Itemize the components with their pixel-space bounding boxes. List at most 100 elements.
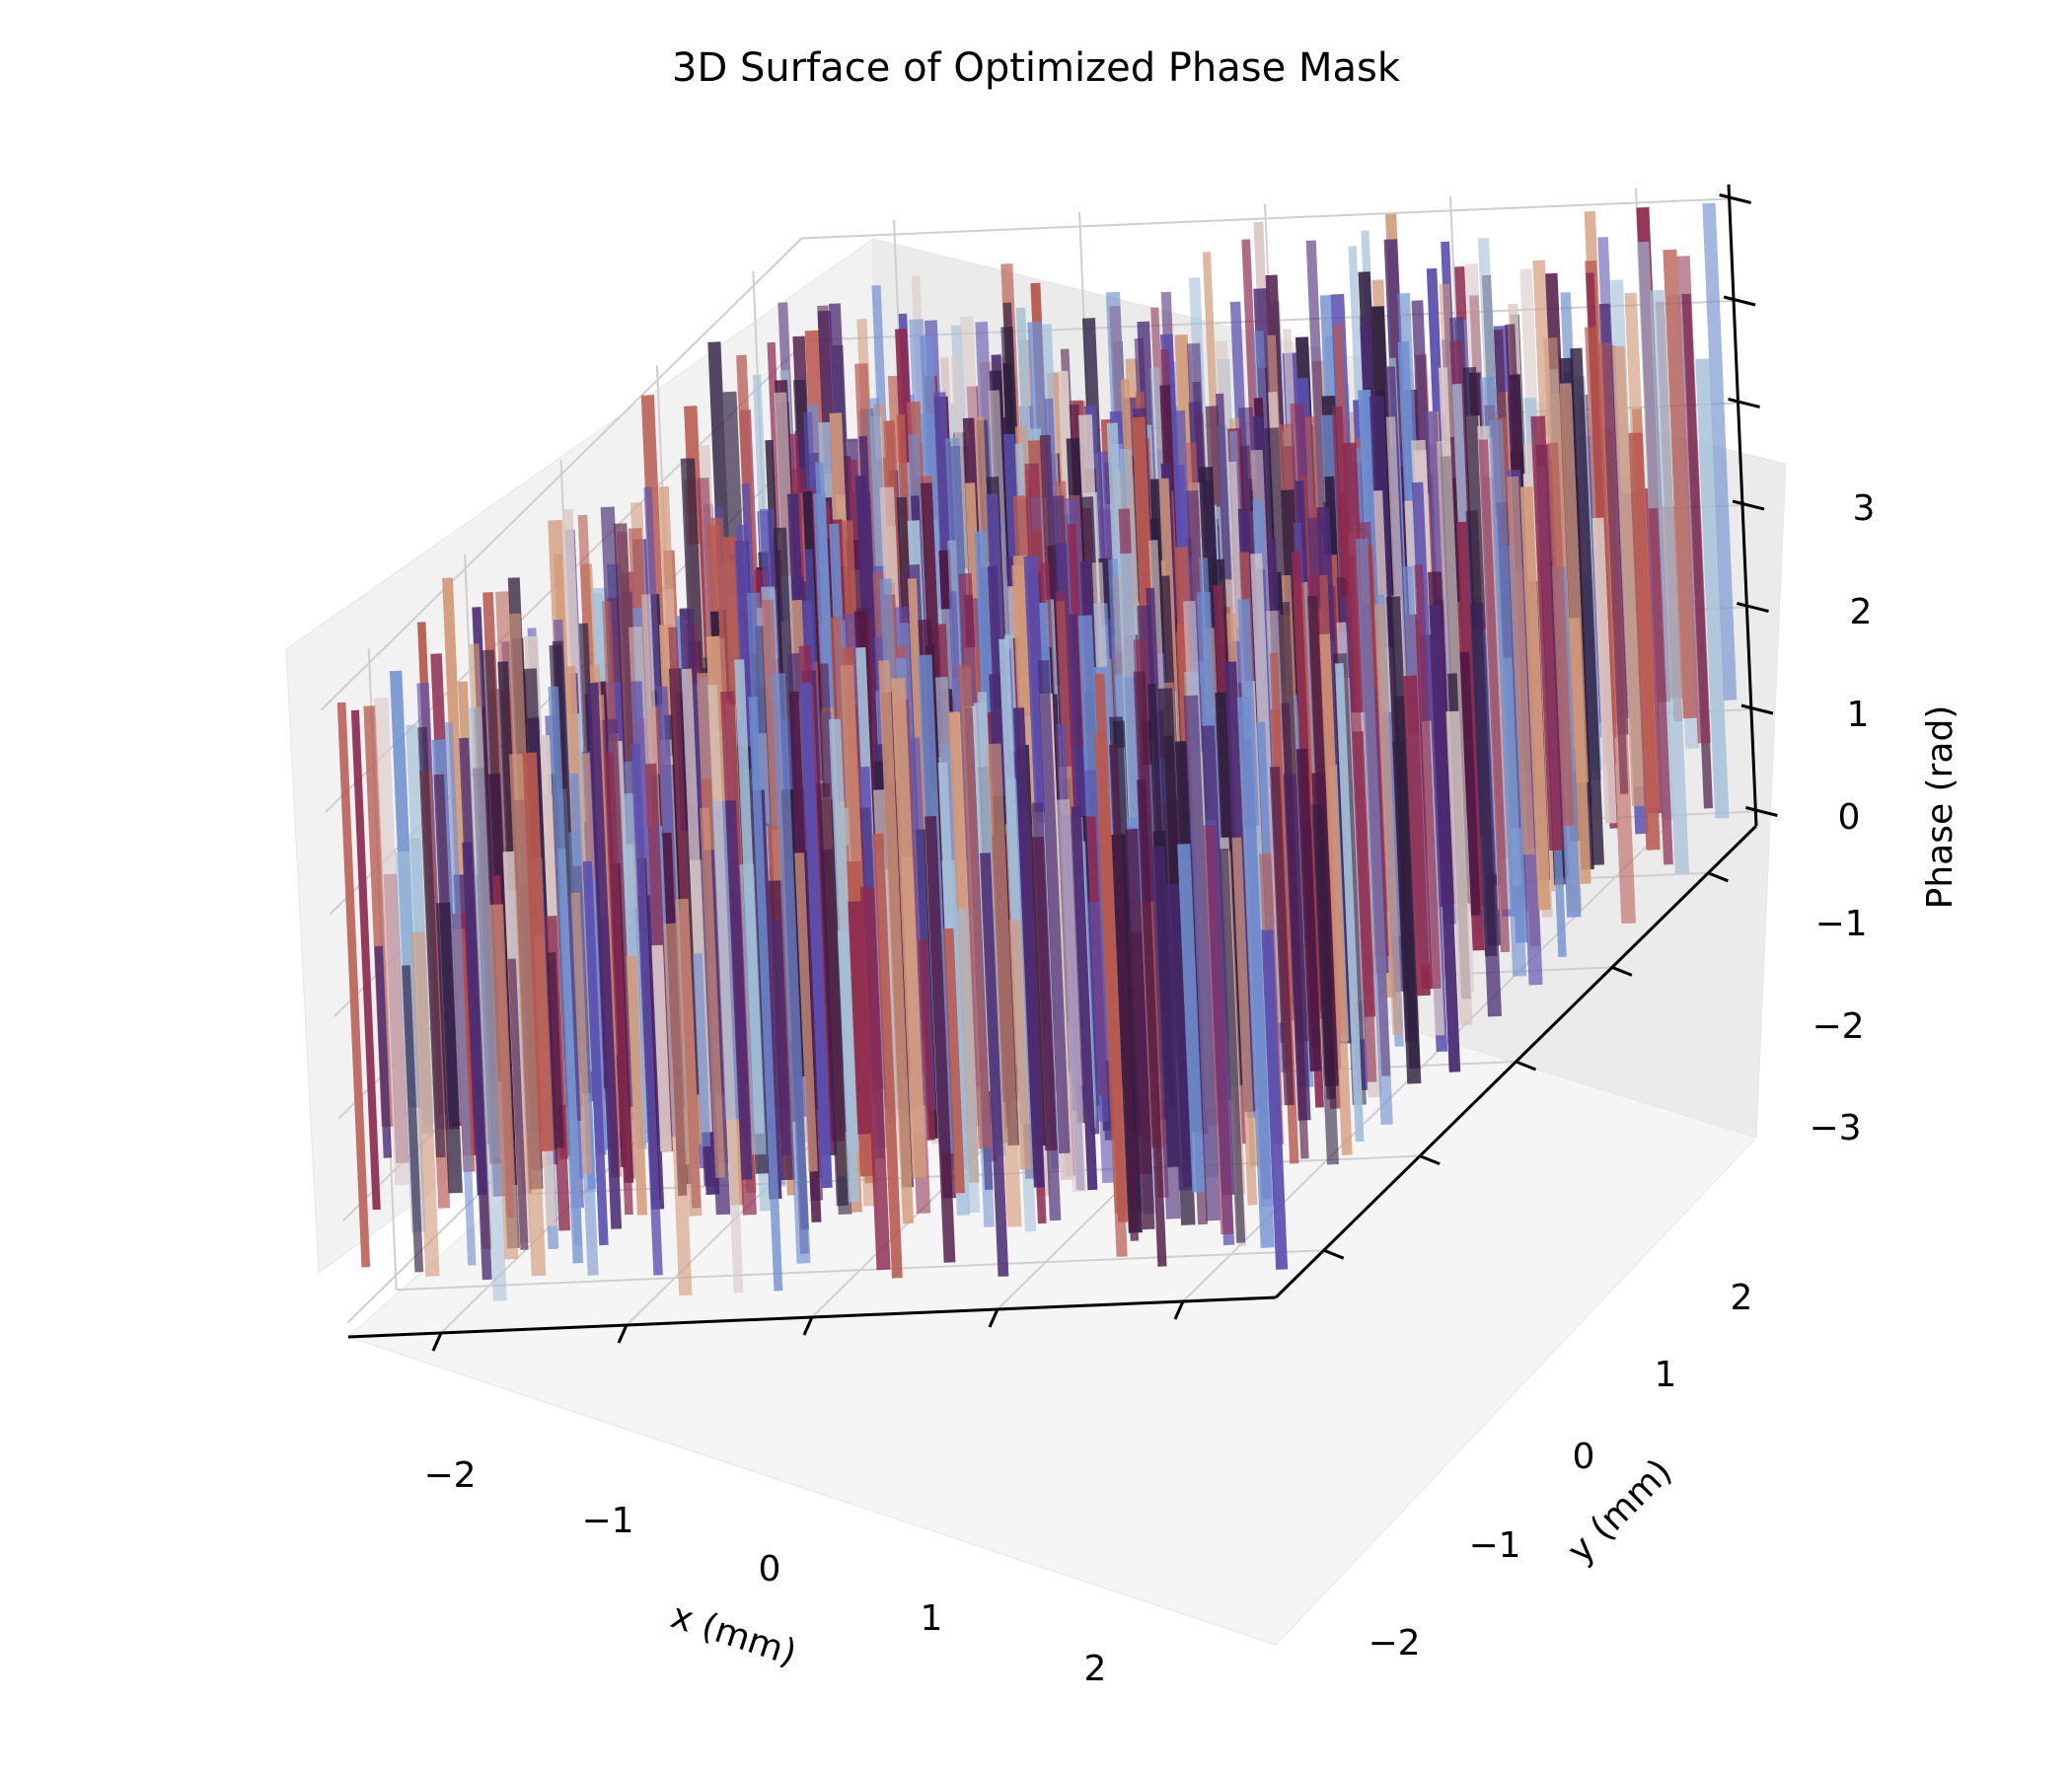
surface-strip <box>1037 660 1071 1154</box>
surface-strip <box>508 753 547 1277</box>
surface-strip <box>1507 476 1535 855</box>
x-tick-label: −2 <box>423 1455 476 1496</box>
surface-strip <box>771 920 790 1156</box>
grid-line <box>801 197 1730 240</box>
x-tick <box>431 1332 443 1352</box>
surface-strip <box>1177 844 1206 1193</box>
y-tick <box>1707 871 1729 883</box>
surface-strip <box>402 965 424 1273</box>
surface-strip <box>816 782 846 1142</box>
z-tick-label: −1 <box>1814 904 1867 944</box>
surface-strip <box>373 697 409 1186</box>
surface-strip <box>1165 883 1193 1191</box>
surface-strip <box>872 833 903 1279</box>
surface-strip <box>374 945 393 1158</box>
surface-strip <box>1628 432 1661 851</box>
surface-strip <box>1414 564 1442 990</box>
surface-strip <box>435 902 463 1194</box>
surface-strip <box>1236 697 1275 1248</box>
surface-strip <box>1334 663 1365 1143</box>
z-tick <box>1723 295 1756 307</box>
surface-strip <box>1137 779 1167 1267</box>
surface-strip <box>582 860 609 1246</box>
tick-labels-y: −2 −1 0 1 2 <box>1368 1278 1752 1664</box>
surface-strip <box>957 664 992 1149</box>
surface-strip <box>1392 741 1418 1043</box>
surface-strip <box>548 686 584 1264</box>
surface-strip <box>488 904 519 1260</box>
surface-strip <box>1269 766 1295 1106</box>
surface-strip <box>1311 803 1339 1165</box>
x-tick <box>988 1308 999 1328</box>
surface-strip <box>986 743 1022 1227</box>
surface-strip <box>837 929 859 1203</box>
z-tick <box>1732 499 1765 511</box>
surface-strip <box>1012 707 1045 1188</box>
surface-strip <box>1031 836 1058 1151</box>
surface-strip <box>1127 931 1152 1175</box>
y-tick-label: 0 <box>1573 1437 1595 1477</box>
surface-strip <box>1570 347 1604 865</box>
surface-strip <box>417 726 446 1158</box>
surface-strip <box>630 743 663 1276</box>
surface-strip <box>336 702 371 1268</box>
y-tick <box>1515 1060 1537 1072</box>
surface-strip <box>1319 633 1353 1155</box>
surface-strip <box>651 944 672 1152</box>
x-tick-label: 1 <box>921 1598 943 1639</box>
surface-strip <box>1231 837 1258 1206</box>
surface-strip <box>462 842 487 1196</box>
surface-strip <box>675 898 703 1217</box>
surface-strip <box>799 682 833 1189</box>
y-tick-label: 2 <box>1731 1278 1753 1318</box>
surface-strip <box>1149 846 1181 1220</box>
y-tick-label: −1 <box>1468 1525 1520 1566</box>
surface-strip <box>848 901 871 1135</box>
y-tick-label: 1 <box>1655 1355 1677 1395</box>
surface-strip <box>1676 256 1711 744</box>
tick-labels-x: −2 −1 0 1 2 <box>423 1455 1106 1689</box>
z-axis-label: Phase (rad) <box>1920 705 1961 910</box>
surface-strip <box>878 660 915 1224</box>
surface-strip <box>587 682 623 1229</box>
z-tick-label: −2 <box>1812 1006 1864 1047</box>
z-tick-label: 2 <box>1850 592 1873 632</box>
surface-strip <box>1459 651 1481 916</box>
surface-strip <box>725 799 753 1180</box>
surface-strip <box>1695 358 1730 819</box>
z-tick-label: 3 <box>1853 488 1876 529</box>
surface-strip <box>1281 703 1309 1159</box>
x-tick-label: 2 <box>1084 1649 1107 1689</box>
phase-surface <box>336 202 1738 1301</box>
chart-title: 3D Surface of Optimized Phase Mask <box>672 45 1401 91</box>
x-tick-label: 0 <box>759 1549 781 1590</box>
surface-strip <box>1261 929 1289 1270</box>
surface-strip <box>1595 342 1636 925</box>
surface-strip <box>547 951 564 1148</box>
surface-strip <box>1663 249 1697 719</box>
surface-strip <box>350 709 381 1211</box>
surface-strip <box>1569 618 1591 884</box>
y-tick <box>1611 966 1633 977</box>
surface-strip <box>1429 604 1461 1073</box>
surface-strip <box>707 684 744 1294</box>
surface-strip <box>1355 538 1393 1126</box>
surface-strip <box>1648 507 1673 865</box>
surface-strip <box>918 938 935 1141</box>
surface-strip <box>1702 202 1738 701</box>
surface-strip <box>1219 848 1246 1243</box>
surface-strip <box>1109 744 1140 1241</box>
surface-strip <box>1373 604 1403 1036</box>
surface-strip <box>363 705 394 1128</box>
x-tick <box>1173 1300 1185 1320</box>
surface-strip <box>1295 748 1322 1072</box>
surface-strip <box>891 677 926 1179</box>
surface-strip <box>794 852 818 1172</box>
surface-strip <box>739 863 767 1155</box>
surface-strip <box>692 953 711 1147</box>
surface-strip <box>859 886 891 1271</box>
surface-strip <box>1055 798 1087 1193</box>
z-tick <box>1745 806 1778 817</box>
surface-strip <box>1008 920 1031 1170</box>
